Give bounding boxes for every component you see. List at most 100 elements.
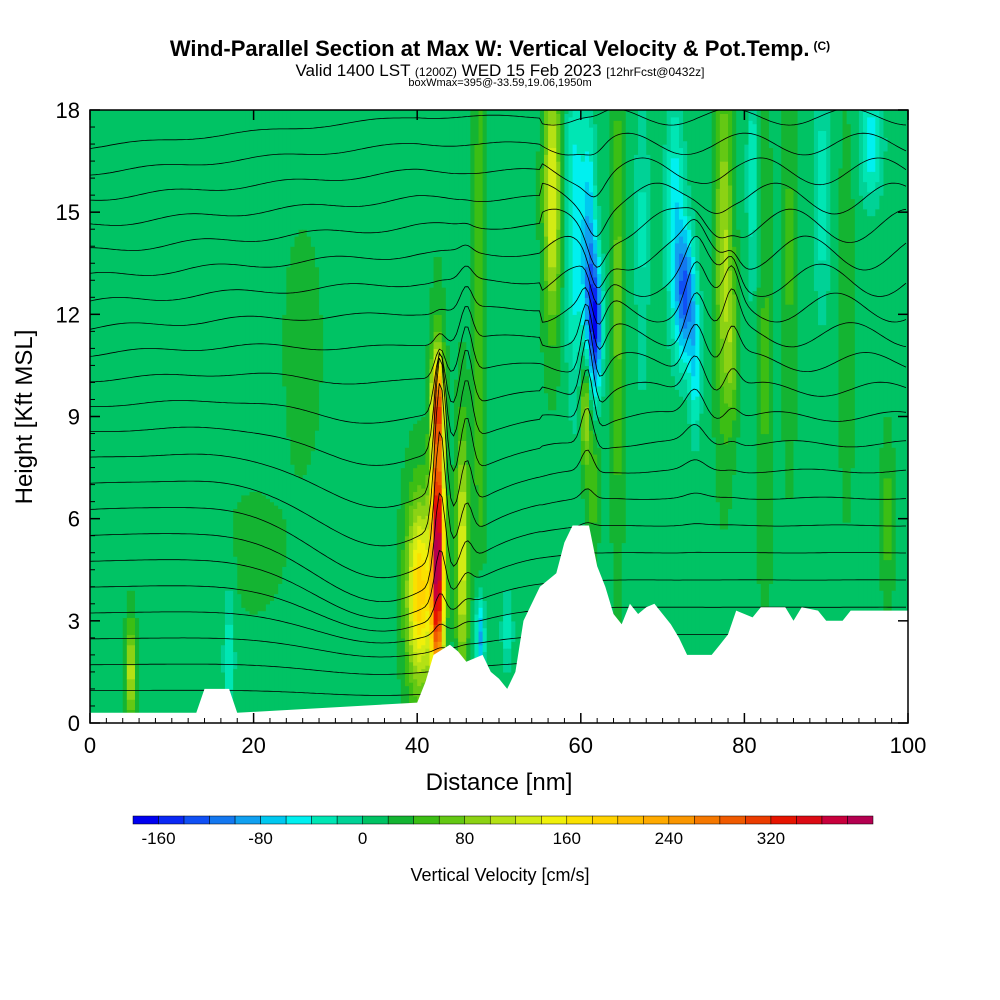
field-cell — [298, 477, 304, 723]
field-cell — [441, 620, 447, 646]
field-cell — [719, 528, 725, 723]
field-cell — [826, 290, 831, 723]
field-cell — [752, 123, 758, 230]
field-cell — [601, 358, 606, 397]
field-cell — [768, 110, 774, 149]
isentrope-line — [90, 110, 907, 149]
field-cell — [584, 375, 590, 384]
chart-subtitle: Valid 1400 LST (1200Z) WED 15 Feb 2023 [… — [0, 61, 1000, 81]
field-cell — [130, 665, 136, 680]
field-cell — [425, 433, 431, 475]
field-cell — [237, 501, 242, 595]
field-cell — [437, 470, 443, 486]
field-cell — [715, 389, 721, 503]
field-cell — [597, 110, 602, 206]
field-cell — [875, 208, 880, 723]
isentrope-line — [90, 235, 907, 305]
field-cell — [597, 287, 602, 305]
field-cell — [265, 603, 271, 723]
field-cell — [568, 341, 574, 421]
field-cell — [413, 423, 418, 469]
field-cell — [683, 242, 688, 258]
field-cell — [584, 215, 590, 268]
field-cell — [458, 641, 463, 666]
field-cell — [126, 665, 132, 680]
field-cell — [282, 518, 287, 567]
field-cell — [433, 610, 439, 625]
y-tick-label: 15 — [56, 200, 80, 225]
field-cell — [543, 280, 549, 322]
field-cell — [560, 287, 566, 723]
field-cell — [433, 518, 439, 540]
field-cell — [674, 201, 680, 244]
field-cell — [654, 110, 660, 723]
field-cell — [674, 300, 680, 326]
field-cell — [462, 641, 467, 666]
field-cell — [670, 338, 676, 377]
field-cell — [760, 307, 766, 435]
field-cell — [642, 191, 647, 268]
field-cell — [539, 222, 545, 353]
colorbar-swatch — [336, 815, 363, 825]
isentrope-line — [90, 351, 907, 466]
field-cell — [126, 590, 132, 619]
y-axis-label: Height [Kft MSL] — [11, 330, 38, 505]
field-cell — [633, 304, 639, 723]
field-cell — [429, 382, 435, 397]
field-cell — [593, 266, 598, 278]
field-cell — [241, 110, 247, 496]
field-cell — [478, 596, 484, 608]
field-cell — [437, 498, 443, 513]
field-cell — [781, 110, 786, 441]
isentrope-line — [90, 579, 906, 632]
field-cell — [437, 341, 443, 349]
field-cell — [588, 389, 594, 401]
field-cell — [846, 123, 852, 523]
field-cell — [687, 256, 692, 275]
field-cell — [433, 505, 439, 520]
field-cell — [433, 641, 439, 649]
field-cell — [257, 610, 263, 723]
field-cell — [167, 110, 173, 723]
field-cell — [249, 614, 255, 723]
colorbar-tick-label: -160 — [142, 829, 176, 848]
field-cell — [458, 440, 463, 465]
field-cell — [421, 644, 426, 656]
field-cell — [437, 423, 443, 441]
field-cell — [678, 253, 684, 281]
field-cell — [126, 617, 132, 636]
field-cell — [723, 161, 729, 230]
field-cell — [503, 110, 508, 591]
field-cell — [638, 191, 643, 268]
field-cell — [433, 256, 439, 315]
field-cell — [797, 110, 803, 723]
field-cell — [245, 610, 251, 723]
field-cell — [588, 127, 594, 162]
x-axis: 0 20 40 60 80 100 — [84, 110, 926, 758]
field-cell — [192, 110, 197, 723]
field-cell — [785, 110, 790, 189]
field-cell — [588, 355, 594, 367]
field-cell — [662, 144, 668, 288]
field-cell — [310, 246, 316, 452]
field-cell — [556, 113, 561, 162]
field-cell — [413, 522, 418, 537]
field-cell — [409, 620, 414, 646]
field-cell — [691, 450, 696, 723]
field-cell — [130, 699, 136, 710]
field-cell — [572, 368, 578, 435]
field-cell — [224, 624, 230, 690]
field-cell — [421, 464, 426, 489]
field-cell — [580, 440, 586, 465]
field-cell — [474, 144, 480, 486]
field-cell — [666, 348, 672, 723]
field-cell — [437, 406, 443, 424]
field-cell — [417, 525, 422, 540]
field-cell — [638, 110, 643, 193]
field-cell — [564, 110, 570, 115]
field-cell — [879, 195, 885, 448]
field-cell — [122, 617, 128, 723]
isentrope-line — [90, 492, 906, 602]
field-cell — [433, 481, 439, 496]
field-cell — [449, 464, 455, 642]
